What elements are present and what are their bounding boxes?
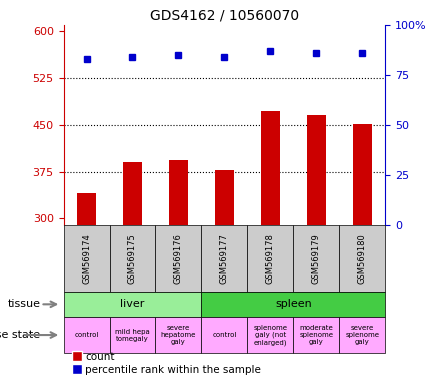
- Text: moderate
splenome
galy: moderate splenome galy: [300, 325, 333, 345]
- Bar: [247, 225, 293, 292]
- Bar: [64, 292, 201, 317]
- Text: splenome
galy (not
enlarged): splenome galy (not enlarged): [254, 324, 287, 346]
- Text: control: control: [212, 332, 237, 338]
- Bar: [201, 317, 247, 353]
- Bar: [247, 317, 293, 353]
- Text: liver: liver: [120, 299, 145, 310]
- Bar: [293, 225, 339, 292]
- Text: control: control: [74, 332, 99, 338]
- Text: GSM569176: GSM569176: [174, 233, 183, 284]
- Bar: [169, 161, 187, 225]
- Bar: [124, 162, 142, 225]
- Bar: [201, 225, 247, 292]
- Text: mild hepa
tomegaly: mild hepa tomegaly: [115, 329, 150, 341]
- Bar: [110, 317, 155, 353]
- Text: GSM569179: GSM569179: [312, 233, 321, 284]
- Bar: [307, 115, 325, 225]
- Bar: [339, 225, 385, 292]
- Bar: [261, 111, 279, 225]
- Bar: [64, 317, 110, 353]
- Text: severe
splenome
galy: severe splenome galy: [346, 325, 379, 345]
- Title: GDS4162 / 10560070: GDS4162 / 10560070: [150, 8, 299, 22]
- Text: tissue: tissue: [7, 299, 40, 310]
- Text: severe
hepatome
galy: severe hepatome galy: [161, 325, 196, 345]
- Text: GSM569174: GSM569174: [82, 233, 91, 284]
- Bar: [201, 292, 385, 317]
- Text: disease state: disease state: [0, 330, 40, 340]
- Bar: [353, 124, 371, 225]
- Bar: [155, 225, 201, 292]
- Bar: [110, 225, 155, 292]
- Bar: [77, 194, 95, 225]
- Bar: [339, 317, 385, 353]
- Bar: [155, 317, 201, 353]
- Text: GSM569175: GSM569175: [128, 233, 137, 284]
- Text: GSM569177: GSM569177: [220, 233, 229, 284]
- Text: GSM569178: GSM569178: [266, 233, 275, 284]
- Bar: [293, 317, 339, 353]
- Bar: [215, 170, 233, 225]
- Text: GSM569180: GSM569180: [358, 233, 367, 284]
- Text: spleen: spleen: [275, 299, 312, 310]
- Legend: count, percentile rank within the sample: count, percentile rank within the sample: [69, 348, 265, 379]
- Bar: [64, 225, 110, 292]
